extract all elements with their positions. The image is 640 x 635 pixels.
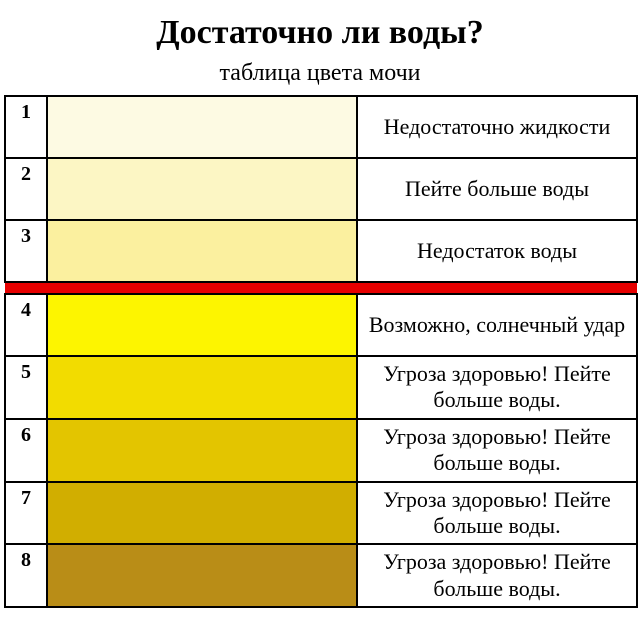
color-table: 1 Недостаточно жидкости 2 Пейте больше воды…	[4, 95, 638, 608]
swatch-fill	[48, 545, 356, 606]
table-row: 3 Недостаток воды	[5, 220, 637, 282]
table-row: 6 Угроза здоровью! Пейте больше воды.	[5, 419, 637, 482]
row-number: 6	[5, 419, 47, 482]
row-description: Недостаточно жидкости	[357, 96, 637, 158]
swatch-fill	[48, 420, 356, 481]
swatch-fill	[48, 357, 356, 418]
color-swatch	[47, 158, 357, 220]
row-description: Угроза здоровью! Пейте больше воды.	[357, 544, 637, 607]
row-description: Угроза здоровью! Пейте больше воды.	[357, 419, 637, 482]
row-number: 1	[5, 96, 47, 158]
row-number: 8	[5, 544, 47, 607]
row-description: Возможно, солнечный удар	[357, 294, 637, 356]
color-swatch	[47, 356, 357, 419]
row-description: Угроза здоровью! Пейте больше воды.	[357, 356, 637, 419]
page-title: Достаточно ли воды?	[0, 0, 640, 60]
table-row: 7 Угроза здоровью! Пейте больше воды.	[5, 482, 637, 545]
row-description: Пейте больше воды	[357, 158, 637, 220]
swatch-fill	[48, 97, 356, 157]
row-number: 5	[5, 356, 47, 419]
row-number: 7	[5, 482, 47, 545]
color-swatch	[47, 544, 357, 607]
row-description: Недостаток воды	[357, 220, 637, 282]
divider-row	[5, 282, 637, 294]
table-row: 2 Пейте больше воды	[5, 158, 637, 220]
color-swatch	[47, 482, 357, 545]
color-swatch	[47, 419, 357, 482]
row-number: 4	[5, 294, 47, 356]
swatch-fill	[48, 295, 356, 355]
swatch-fill	[48, 159, 356, 219]
swatch-fill	[48, 221, 356, 281]
divider-bar	[5, 283, 637, 293]
row-number: 3	[5, 220, 47, 282]
table-row: 4 Возможно, солнечный удар	[5, 294, 637, 356]
color-swatch	[47, 220, 357, 282]
row-description: Угроза здоровью! Пейте больше воды.	[357, 482, 637, 545]
row-number: 2	[5, 158, 47, 220]
color-swatch	[47, 294, 357, 356]
chart-container: Достаточно ли воды? таблица цвета мочи 1…	[0, 0, 640, 635]
color-swatch	[47, 96, 357, 158]
table-row: 1 Недостаточно жидкости	[5, 96, 637, 158]
table-row: 8 Угроза здоровью! Пейте больше воды.	[5, 544, 637, 607]
page-subtitle: таблица цвета мочи	[0, 60, 640, 95]
table-row: 5 Угроза здоровью! Пейте больше воды.	[5, 356, 637, 419]
swatch-fill	[48, 483, 356, 544]
